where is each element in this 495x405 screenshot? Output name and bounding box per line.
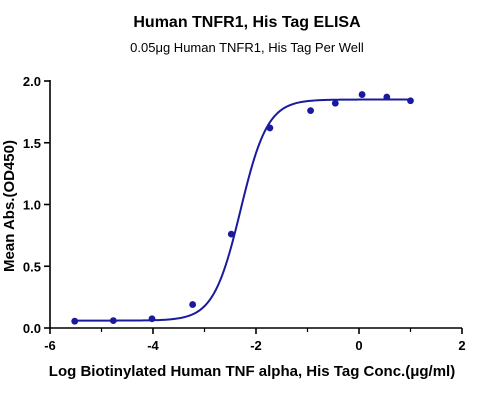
y-tick-label: 0.0: [23, 321, 41, 336]
y-axis-label: Mean Abs.(OD450): [1, 140, 18, 272]
data-point: [266, 124, 274, 132]
data-points: [71, 91, 414, 325]
data-point: [148, 315, 156, 323]
x-tick-label: -2: [250, 338, 262, 353]
data-point: [109, 317, 117, 324]
x-tick-label: -4: [147, 338, 159, 353]
fit-curve-layer: [74, 98, 411, 322]
x-axis-label: Log Biotinylated Human TNF alpha, His Ta…: [49, 363, 455, 380]
chart-subtitle: 0.05μg Human TNFR1, His Tag Per Well: [130, 40, 364, 55]
fit-curve: [74, 98, 411, 322]
data-point: [71, 317, 79, 325]
x-tick-label: 2: [458, 338, 465, 353]
x-tick-label: -6: [44, 338, 56, 353]
data-point: [358, 91, 366, 98]
y-tick-label: 1.5: [23, 136, 41, 151]
y-tick-label: 1.0: [23, 198, 41, 213]
data-point: [383, 93, 391, 101]
data-point: [407, 97, 414, 105]
y-tick-label: 0.5: [23, 259, 41, 274]
y-tick-label: 2.0: [23, 74, 41, 89]
data-point: [227, 230, 235, 238]
chart-title: Human TNFR1, His Tag ELISA: [133, 14, 361, 31]
data-point: [189, 301, 197, 308]
data-point: [331, 99, 339, 107]
data-point: [307, 107, 314, 115]
x-tick-label: 0: [355, 338, 362, 353]
axes: 0.0 0.5 1.0 1.5 2.0 -6 -4 -2 0 2: [23, 74, 466, 353]
